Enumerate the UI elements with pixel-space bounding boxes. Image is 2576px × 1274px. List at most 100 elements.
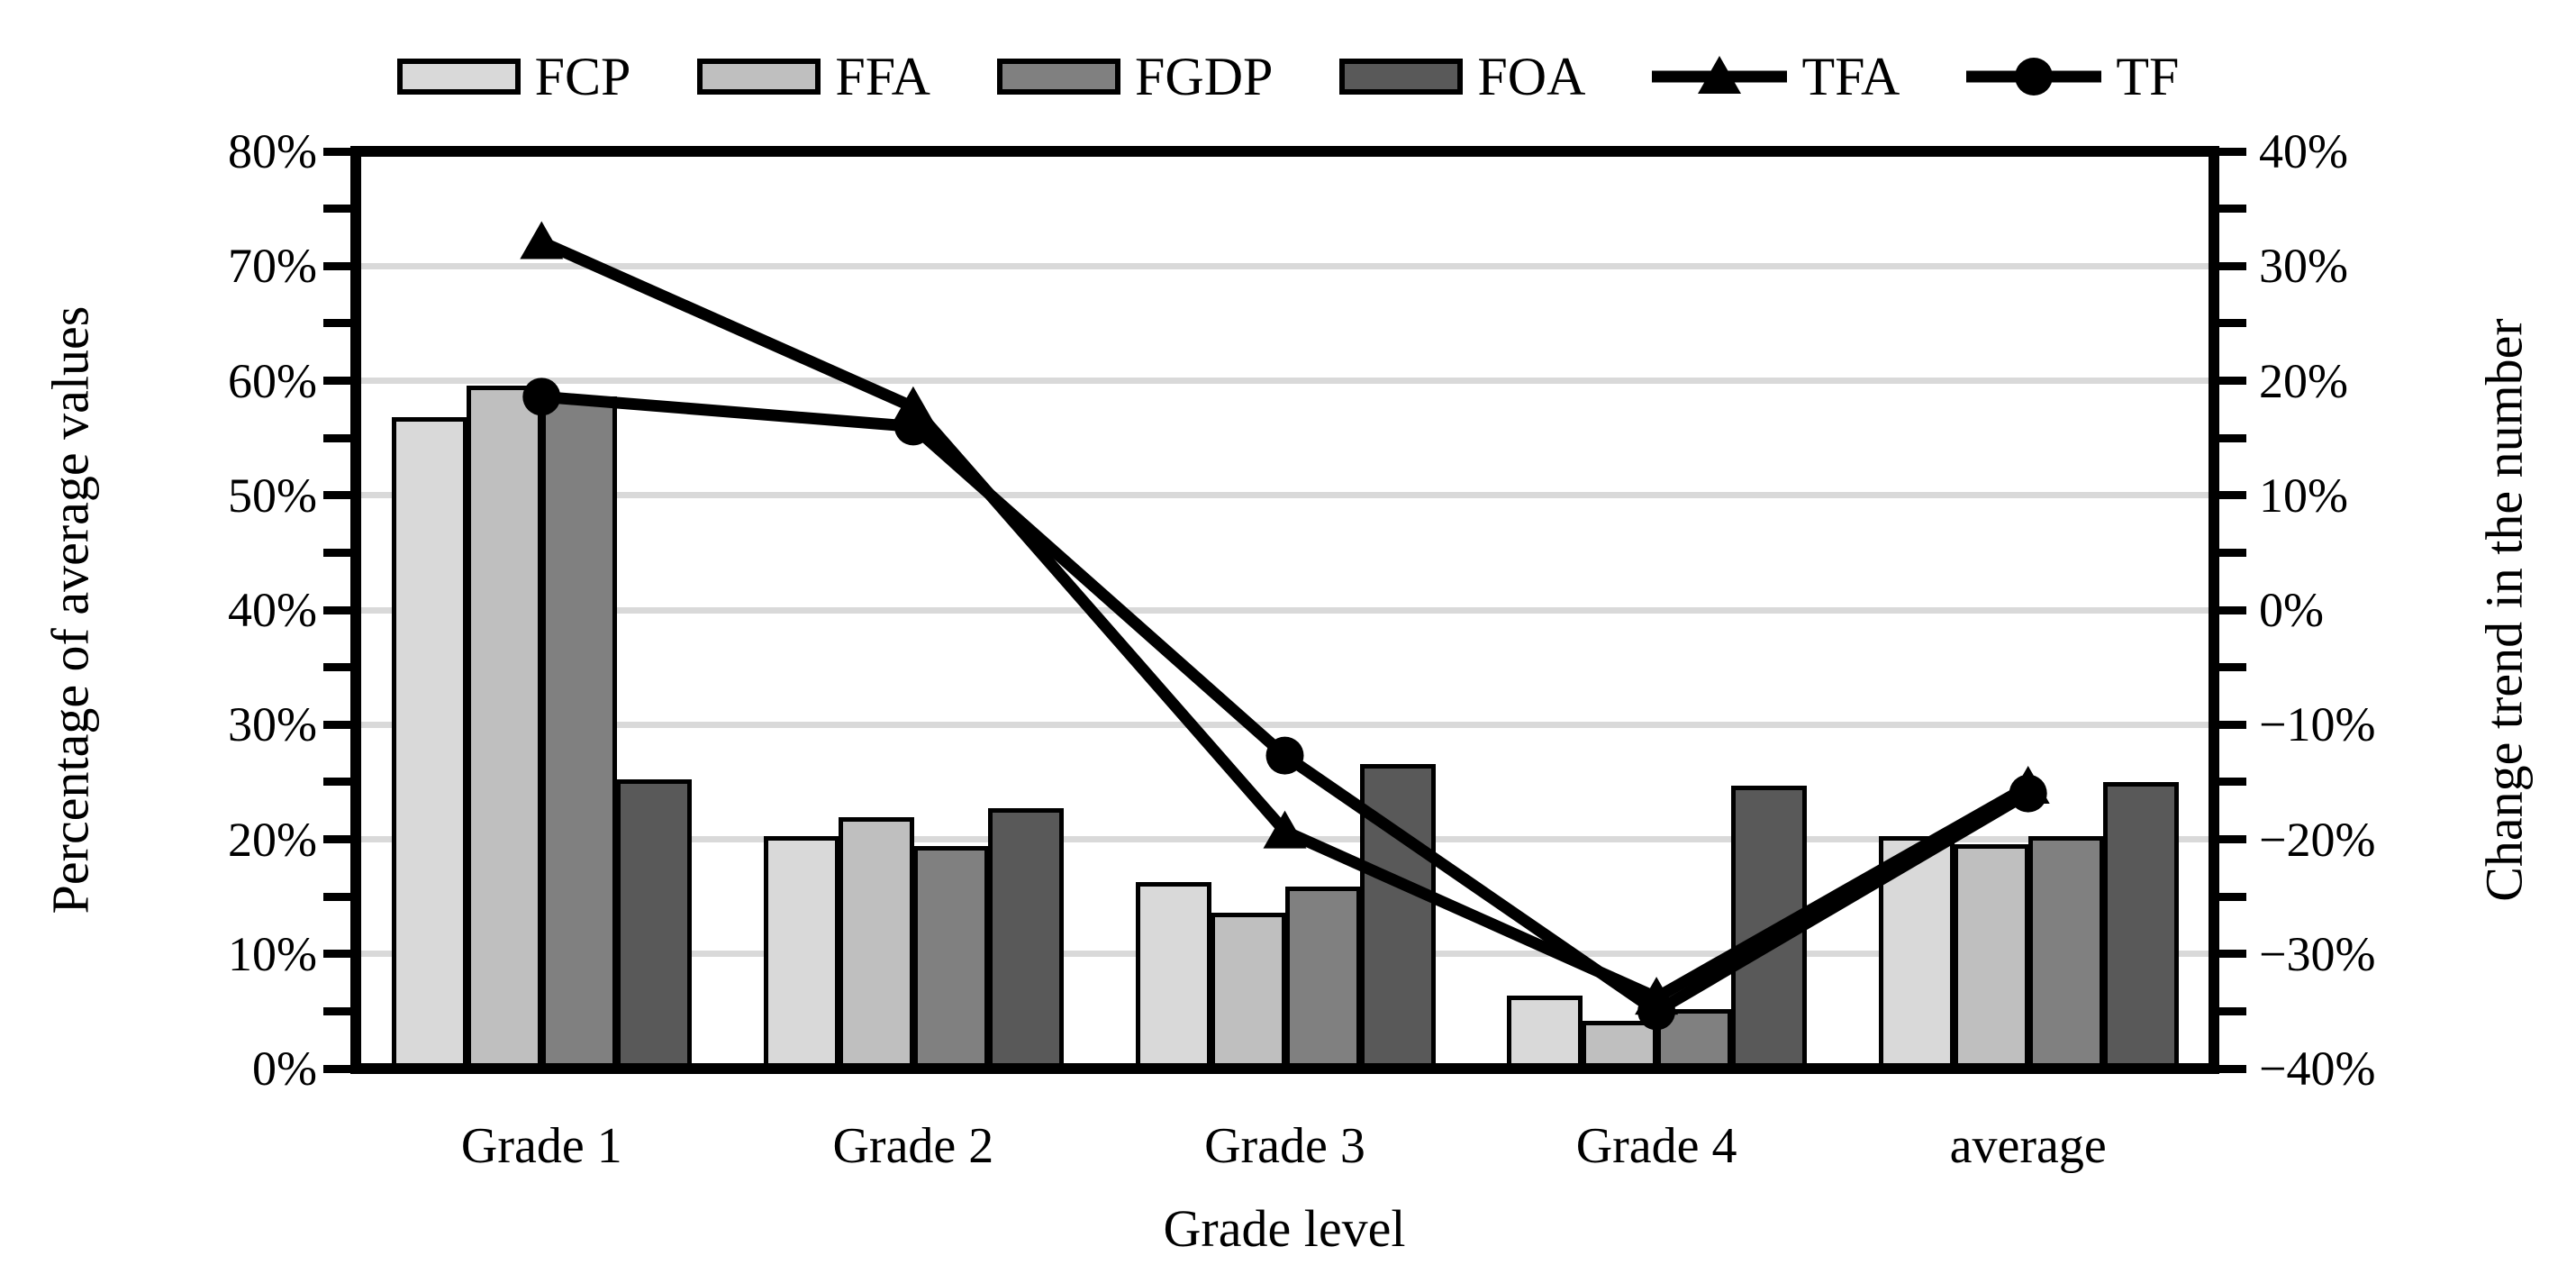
left-axis-tick [323, 605, 356, 614]
left-axis-tick [323, 892, 356, 901]
right-axis-tick-label: 10% [2259, 468, 2348, 523]
left-axis-tick-label: 20% [228, 812, 317, 867]
right-axis-tick-label: 30% [2259, 239, 2348, 294]
x-axis-label-Grade-3: Grade 3 [1204, 1118, 1365, 1174]
legend-item-TFA: TFA [1652, 46, 1900, 108]
x-axis-label-Grade-2: Grade 2 [832, 1118, 994, 1174]
right-axis-tick [2214, 663, 2246, 672]
gridline [356, 262, 2214, 269]
legend-circle-line-icon [1966, 58, 2102, 96]
left-axis-tick-label: 70% [228, 239, 317, 294]
right-axis-tick [2214, 720, 2246, 729]
triangle-marker-TFA-Grade 1 [520, 221, 564, 259]
gridline [356, 606, 2214, 614]
circle-marker-TF-Grade 1 [522, 378, 561, 416]
triangle-marker-TFA-Grade 3 [1263, 810, 1307, 849]
plot-frame-left [350, 146, 361, 1074]
legend-item-TF: TF [1966, 46, 2179, 108]
legend-item-FGDP: FGDP [997, 46, 1273, 108]
legend-label: FOA [1477, 46, 1586, 106]
gridline [356, 492, 2214, 499]
left-axis-tick-label: 30% [228, 697, 317, 752]
right-axis-tick [2214, 491, 2246, 500]
legend-swatch-FCP [396, 59, 521, 95]
left-axis-tick [323, 261, 356, 270]
plot-frame-bottom [350, 1063, 2219, 1074]
left-axis-tick [323, 319, 356, 328]
left-axis-tick-label: 0% [252, 1042, 317, 1096]
right-axis-tick-label: −40% [2259, 1042, 2376, 1096]
bar-FOA-Grade 2 [987, 808, 1064, 1069]
right-axis-tick [2214, 261, 2246, 270]
right-axis-tick [2214, 950, 2246, 959]
left-axis-title: Percentage of average values [41, 305, 100, 915]
left-axis-tick [323, 377, 356, 385]
x-axis-label-Grade-4: Grade 4 [1575, 1118, 1737, 1174]
legend-label: FGDP [1135, 46, 1274, 106]
legend-swatch-FFA [697, 59, 821, 95]
left-axis-tick-label: 50% [228, 468, 317, 523]
left-axis-tick [323, 950, 356, 959]
left-axis-tick [323, 1064, 356, 1073]
legend-swatch-FGDP [997, 59, 1120, 95]
legend-item-FCP: FCP [396, 46, 631, 108]
left-axis-tick [323, 1006, 356, 1015]
right-axis-tick [2214, 433, 2246, 442]
left-axis-tick [323, 433, 356, 442]
left-axis-tick [323, 720, 356, 729]
left-axis-tick-label: 40% [228, 583, 317, 637]
right-axis-tick [2214, 377, 2246, 385]
left-axis-tick [323, 663, 356, 672]
legend-label: FCP [534, 46, 631, 106]
right-axis-tick-label: −10% [2259, 697, 2376, 752]
left-axis-tick [323, 147, 356, 156]
right-axis-tick [2214, 892, 2246, 901]
gridline [356, 378, 2214, 384]
right-axis-tick [2214, 147, 2246, 156]
right-axis-tick [2214, 605, 2246, 614]
right-axis-tick [2214, 778, 2246, 787]
right-axis-tick [2214, 1006, 2246, 1015]
plot-frame-top [350, 146, 2219, 157]
left-axis-tick [323, 491, 356, 500]
legend-triangle-line-icon [1652, 56, 1788, 94]
circle-marker-TF-Grade 4 [1637, 992, 1676, 1031]
legend-label: FFA [835, 46, 930, 106]
bar-FFA-average [1953, 843, 2029, 1069]
right-axis-tick-label: 20% [2259, 353, 2348, 408]
bar-FCP-Grade 2 [763, 835, 839, 1069]
circle-marker-TF-Grade 3 [1265, 736, 1304, 775]
left-axis-tick [323, 835, 356, 843]
right-axis-tick-label: −30% [2259, 926, 2376, 981]
right-axis-tick [2214, 319, 2246, 328]
left-axis-tick [323, 548, 356, 557]
right-axis-title: Change trend in the number [2474, 318, 2534, 902]
bar-FFA-Grade 3 [1210, 912, 1286, 1069]
right-axis-tick-label: 40% [2259, 124, 2348, 178]
legend-label: TF [2116, 46, 2180, 106]
line-TF [540, 390, 2031, 1017]
right-axis-tick-label: −20% [2259, 812, 2376, 867]
legend-item-FOA: FOA [1339, 46, 1585, 108]
right-axis-tick [2214, 205, 2246, 214]
right-axis-tick [2214, 548, 2246, 557]
x-axis-title: Grade level [1163, 1199, 1406, 1258]
left-axis-tick [323, 778, 356, 787]
right-axis-tick [2214, 1064, 2246, 1073]
right-axis-tick [2214, 835, 2246, 843]
line-TFA [539, 236, 2031, 1004]
bar-FGDP-Grade 2 [912, 846, 989, 1069]
x-axis-label-average: average [1949, 1118, 2107, 1174]
left-axis-tick-label: 10% [228, 926, 317, 981]
plot-frame-right [2209, 146, 2219, 1074]
gridline [356, 721, 2214, 728]
circle-marker-TF-average [2009, 774, 2047, 813]
bar-FFA-Grade 1 [467, 385, 543, 1069]
legend-swatch-FOA [1339, 59, 1464, 95]
bar-FOA-average [2102, 781, 2179, 1069]
circle-marker-TF-Grade 2 [893, 407, 932, 446]
bar-FCP-Grade 4 [1507, 995, 1583, 1069]
x-axis-label-Grade-1: Grade 1 [460, 1118, 622, 1174]
